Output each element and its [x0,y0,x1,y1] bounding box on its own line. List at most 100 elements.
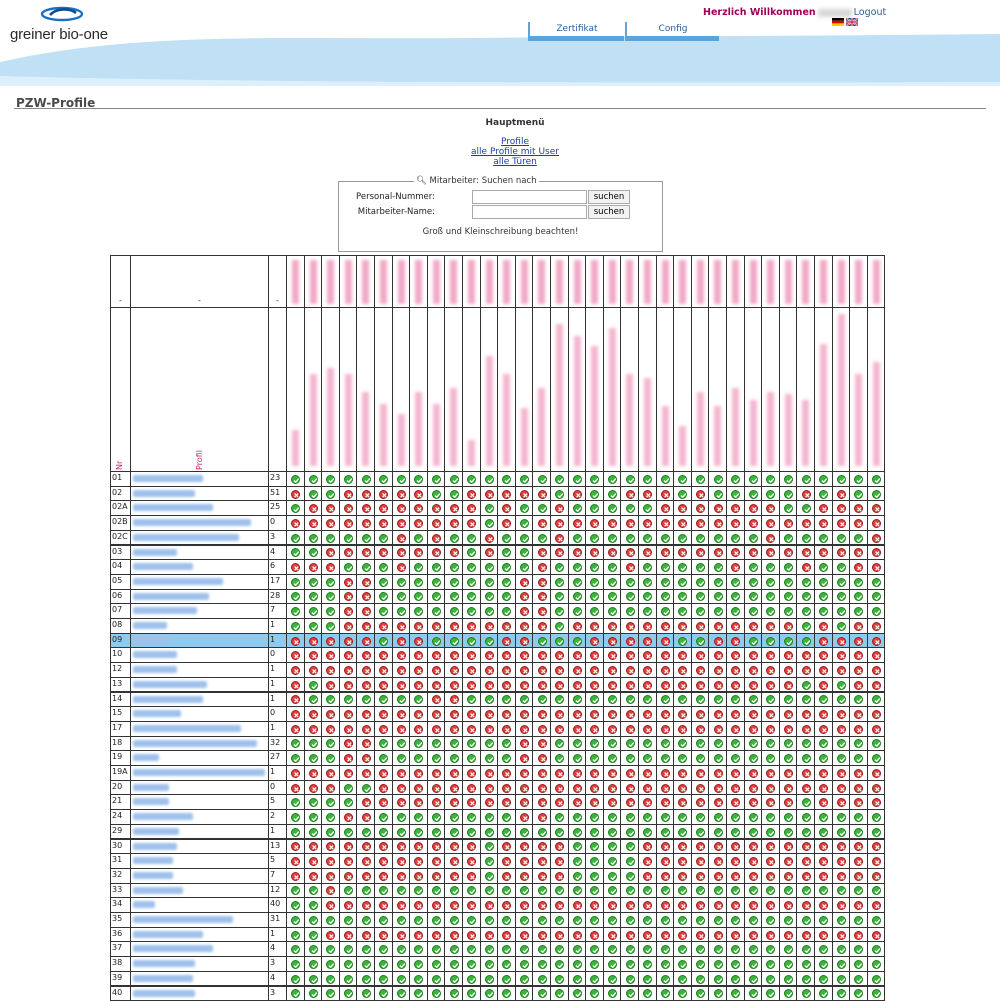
access-cell[interactable] [480,530,499,546]
access-granted-icon[interactable] [432,607,441,616]
access-cell[interactable] [796,662,815,678]
door-header-name[interactable] [656,307,675,472]
access-cell[interactable] [744,662,763,678]
access-granted-icon[interactable] [749,534,758,543]
access-granted-icon[interactable] [626,916,635,925]
access-cell[interactable] [304,574,323,590]
access-cell[interactable] [550,603,569,619]
access-denied-icon[interactable] [784,798,793,807]
access-granted-icon[interactable] [661,960,670,969]
access-cell[interactable] [374,647,393,663]
access-cell[interactable] [867,780,886,796]
access-denied-icon[interactable] [714,519,723,528]
access-denied-icon[interactable] [379,872,388,881]
access-denied-icon[interactable] [344,813,353,822]
access-denied-icon[interactable] [414,710,423,719]
access-cell[interactable] [585,647,604,663]
access-granted-icon[interactable] [432,563,441,572]
access-cell[interactable] [814,677,833,693]
access-granted-icon[interactable] [854,475,863,484]
access-denied-icon[interactable] [643,651,652,660]
access-denied-icon[interactable] [573,548,582,557]
access-denied-icon[interactable] [485,534,494,543]
access-cell[interactable] [867,471,886,487]
access-granted-icon[interactable] [766,989,775,998]
access-granted-icon[interactable] [608,813,617,822]
access-cell[interactable] [497,927,516,943]
access-cell[interactable] [814,824,833,840]
access-cell[interactable] [620,941,639,957]
access-granted-icon[interactable] [467,607,476,616]
door-header-name[interactable] [673,307,692,472]
access-cell[interactable] [867,706,886,722]
access-cell[interactable] [462,500,481,516]
access-denied-icon[interactable] [538,681,547,690]
access-denied-icon[interactable] [485,931,494,940]
access-cell[interactable] [744,692,763,708]
access-cell[interactable] [708,721,727,737]
access-cell[interactable] [427,545,446,561]
access-cell[interactable] [550,589,569,605]
access-denied-icon[interactable] [784,710,793,719]
access-cell[interactable] [374,589,393,605]
profile-name-redacted[interactable] [133,637,169,644]
access-granted-icon[interactable] [467,960,476,969]
access-cell[interactable] [462,486,481,502]
access-cell[interactable] [796,721,815,737]
access-cell[interactable] [392,692,411,708]
access-cell[interactable] [638,721,657,737]
access-cell[interactable] [480,839,499,855]
access-cell[interactable] [532,692,551,708]
door-header-name[interactable] [849,307,868,472]
access-cell[interactable] [761,603,780,619]
access-cell[interactable] [638,545,657,561]
access-denied-icon[interactable] [485,798,494,807]
access-cell[interactable] [673,736,692,752]
access-granted-icon[interactable] [678,490,687,499]
access-denied-icon[interactable] [414,504,423,513]
access-cell[interactable] [673,941,692,957]
access-denied-icon[interactable] [344,548,353,557]
access-granted-icon[interactable] [573,637,582,646]
access-cell[interactable] [603,486,622,502]
access-cell[interactable] [480,545,499,561]
profile-name-redacted[interactable] [133,887,183,894]
access-cell[interactable] [620,706,639,722]
access-denied-icon[interactable] [502,504,511,513]
access-denied-icon[interactable] [819,857,828,866]
access-cell[interactable] [779,750,798,766]
access-cell[interactable] [691,927,710,943]
access-cell[interactable] [691,574,710,590]
access-denied-icon[interactable] [678,931,687,940]
access-granted-icon[interactable] [784,813,793,822]
access-cell[interactable] [550,647,569,663]
access-denied-icon[interactable] [661,769,670,778]
access-cell[interactable] [409,868,428,884]
access-cell[interactable] [603,883,622,899]
access-cell[interactable] [744,839,763,855]
access-denied-icon[interactable] [467,872,476,881]
access-cell[interactable] [462,559,481,575]
access-denied-icon[interactable] [766,534,775,543]
access-cell[interactable] [304,941,323,957]
access-cell[interactable] [656,986,675,1001]
access-cell[interactable] [515,986,534,1001]
profile-name-redacted[interactable] [133,769,265,776]
access-cell[interactable] [497,486,516,502]
access-granted-icon[interactable] [432,490,441,499]
access-granted-icon[interactable] [450,960,459,969]
access-cell[interactable] [374,897,393,913]
access-cell[interactable] [356,986,375,1001]
access-cell[interactable] [585,559,604,575]
access-denied-icon[interactable] [626,519,635,528]
access-cell[interactable] [286,471,305,487]
access-granted-icon[interactable] [731,960,740,969]
access-granted-icon[interactable] [467,475,476,484]
access-denied-icon[interactable] [784,519,793,528]
access-cell[interactable] [356,780,375,796]
access-cell[interactable] [814,633,833,649]
access-denied-icon[interactable] [678,769,687,778]
access-cell[interactable] [814,868,833,884]
access-granted-icon[interactable] [309,886,318,895]
access-cell[interactable] [568,839,587,855]
